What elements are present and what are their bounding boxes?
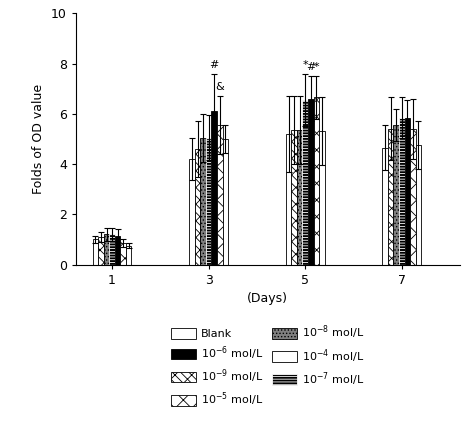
Bar (115, 235, 120, 265)
Bar (109, 235, 115, 265)
Bar (383, 148, 388, 265)
Bar (206, 138, 211, 265)
Bar (319, 131, 325, 265)
X-axis label: (Days): (Days) (247, 292, 288, 305)
Bar (405, 118, 410, 265)
Bar (292, 130, 297, 265)
Bar (92, 239, 98, 265)
Bar (189, 159, 195, 265)
Bar (211, 111, 217, 265)
Y-axis label: Folds of OD value: Folds of OD value (32, 84, 46, 194)
Bar (222, 139, 228, 265)
Bar (410, 129, 416, 265)
Bar (416, 145, 421, 265)
Bar (98, 237, 104, 265)
Text: #: # (306, 62, 316, 72)
Bar (217, 125, 222, 265)
Text: #: # (210, 60, 219, 70)
Bar (388, 129, 393, 265)
Text: *: * (313, 62, 319, 72)
Bar (286, 134, 292, 265)
Bar (399, 118, 405, 265)
Legend: Blank, $10^{-6}$ mol/L, $10^{-9}$ mol/L, $10^{-5}$ mol/L, $10^{-8}$ mol/L, $10^{: Blank, $10^{-6}$ mol/L, $10^{-9}$ mol/L,… (168, 321, 368, 412)
Bar (104, 235, 109, 265)
Bar (302, 100, 308, 265)
Text: *: * (302, 60, 308, 70)
Text: &: & (215, 82, 224, 93)
Bar (195, 149, 201, 265)
Bar (314, 97, 319, 265)
Bar (120, 243, 126, 265)
Bar (393, 125, 399, 265)
Bar (297, 130, 302, 265)
Bar (201, 138, 206, 265)
Bar (308, 99, 314, 265)
Bar (126, 246, 131, 265)
